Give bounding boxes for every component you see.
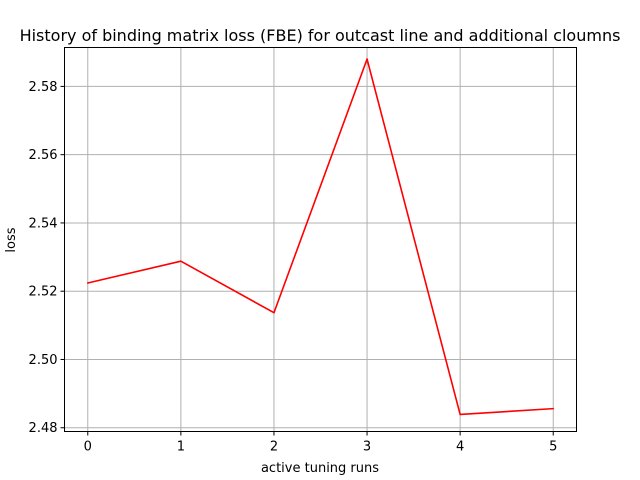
data-point xyxy=(273,311,275,314)
y-tick-label: 2.52 xyxy=(29,285,58,300)
series-layer xyxy=(86,58,555,416)
y-tick-label: 2.54 xyxy=(29,216,58,231)
series-line xyxy=(87,58,554,416)
chart-title: History of binding matrix loss (FBE) for… xyxy=(20,26,621,45)
x-axis-label: active tuning runs xyxy=(261,461,379,476)
grid xyxy=(64,47,577,432)
y-tick-label: 2.58 xyxy=(29,80,58,95)
data-point xyxy=(552,407,555,410)
x-tick-label: 5 xyxy=(549,440,557,455)
data-point xyxy=(86,282,89,284)
y-tick-label: 2.50 xyxy=(29,353,58,368)
plot-frame xyxy=(64,47,577,432)
y-tick-label: 2.56 xyxy=(29,148,58,163)
y-axis-label: loss xyxy=(4,227,19,252)
x-tick-label: 4 xyxy=(456,440,464,455)
data-point xyxy=(366,58,368,60)
x-tick-label: 3 xyxy=(363,440,371,455)
data-point xyxy=(459,413,461,416)
y-tick-label: 2.48 xyxy=(29,421,58,436)
ticks: 0 1 2 3 4 5 2.48 2.50 2.52 2.54 2.56 2.58 xyxy=(29,80,558,455)
data-point xyxy=(180,260,182,262)
x-tick-label: 2 xyxy=(270,440,278,455)
x-tick-label: 0 xyxy=(84,440,92,455)
x-tick-label: 1 xyxy=(177,440,185,455)
